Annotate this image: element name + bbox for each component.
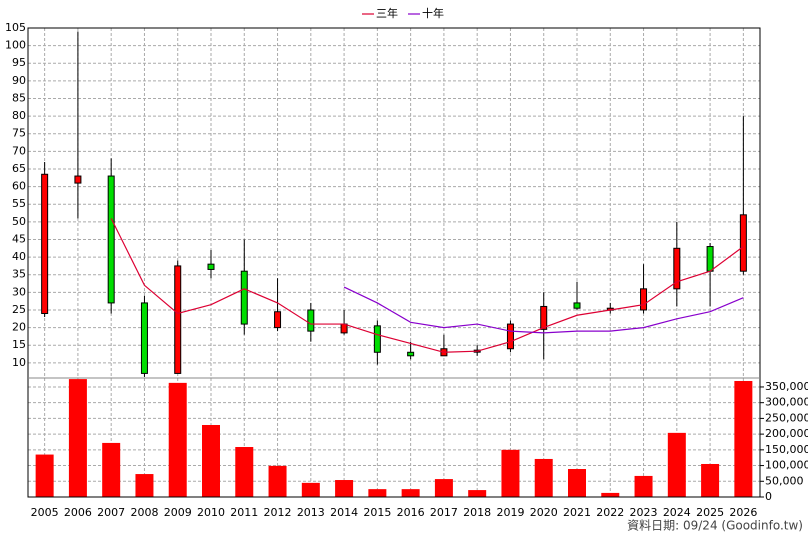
volume-bar [301, 482, 320, 497]
ma-line [343, 286, 744, 334]
y2-tick-label: 200,000 [765, 427, 808, 440]
volume-bar [102, 442, 121, 497]
volume-bar [501, 449, 520, 497]
candle-body [373, 325, 381, 353]
footnote: 資料日期: 09/24 (Goodinfo.tw) [627, 519, 803, 533]
x-tick-label: 2017 [430, 506, 458, 519]
candle-body [340, 323, 348, 334]
volume-bar [135, 474, 154, 497]
volume-bar [235, 447, 254, 497]
x-tick-label: 2009 [164, 506, 192, 519]
volume-bar [335, 480, 354, 497]
y-tick-label: 20 [12, 321, 26, 334]
volume-bar [601, 492, 620, 497]
y-tick-label: 60 [12, 180, 26, 193]
candle-body [540, 305, 548, 330]
y-tick-label: 85 [12, 91, 26, 104]
volume-bar [268, 465, 287, 497]
x-tick-label: 2014 [330, 506, 358, 519]
volume-bar [701, 463, 720, 497]
candle-body [41, 173, 49, 314]
volume-bar [35, 454, 54, 497]
x-tick-label: 2012 [264, 506, 292, 519]
y-tick-label: 10 [12, 356, 26, 369]
x-tick-label: 2025 [696, 506, 724, 519]
volume-bar [667, 432, 686, 497]
y-tick-label: 45 [12, 232, 26, 245]
volume-bar [401, 489, 420, 497]
y-tick-label: 105 [5, 21, 26, 34]
legend-label: 十年 [422, 6, 444, 20]
volume-bar [434, 479, 453, 497]
candle-body [673, 247, 681, 290]
candle-body [140, 302, 148, 374]
volume-bar [368, 489, 387, 497]
volume-bar [734, 380, 753, 497]
volume-bar [634, 475, 653, 497]
y-tick-label: 90 [12, 74, 26, 87]
candle-body [407, 351, 415, 357]
y-tick-label: 65 [12, 162, 26, 175]
y-tick-label: 30 [12, 285, 26, 298]
candle-body [74, 175, 82, 184]
y-tick-label: 50 [12, 215, 26, 228]
y-tick-label: 55 [12, 197, 26, 210]
legend-label: 三年 [376, 6, 398, 20]
x-tick-label: 2021 [563, 506, 591, 519]
x-tick-label: 2005 [31, 506, 59, 519]
candle-body [573, 302, 581, 309]
x-tick-label: 2016 [397, 506, 425, 519]
ma-line [110, 218, 744, 353]
y-tick-label: 40 [12, 250, 26, 263]
y-tick-label: 25 [12, 303, 26, 316]
volume-bar [168, 382, 187, 497]
volume-bar [468, 490, 487, 497]
y2-tick-label: 150,000 [765, 443, 808, 456]
x-tick-label: 2013 [297, 506, 325, 519]
candle-body [240, 270, 248, 325]
x-tick-label: 2020 [530, 506, 558, 519]
y-tick-label: 95 [12, 56, 26, 69]
volume-bar [202, 425, 220, 497]
candle-body [307, 309, 315, 332]
x-tick-label: 2006 [64, 506, 92, 519]
candle-body [739, 214, 747, 272]
x-tick-label: 2015 [363, 506, 391, 519]
candle-body [506, 323, 514, 350]
y2-tick-label: 50,000 [765, 474, 804, 487]
volume-bar [68, 379, 87, 497]
plot-frame [27, 27, 761, 498]
candle-body [640, 288, 648, 311]
candle-body [274, 311, 282, 329]
candle-body [706, 246, 714, 272]
y-tick-label: 80 [12, 109, 26, 122]
y2-tick-label: 350,000 [765, 380, 808, 393]
y-tick-label: 75 [12, 127, 26, 140]
x-tick-label: 2018 [463, 506, 491, 519]
candle-body [107, 175, 115, 304]
x-tick-label: 2011 [230, 506, 258, 519]
y-tick-label: 100 [5, 39, 26, 52]
y2-tick-label: 100,000 [765, 459, 808, 472]
candle-body [174, 265, 182, 374]
x-tick-label: 2022 [596, 506, 624, 519]
x-tick-label: 2023 [630, 506, 658, 519]
candle-body [207, 263, 215, 270]
y-tick-label: 15 [12, 338, 26, 351]
y2-tick-label: 300,000 [765, 396, 808, 409]
volume-bar [568, 469, 586, 497]
x-tick-label: 2019 [496, 506, 524, 519]
x-tick-label: 2007 [97, 506, 125, 519]
y2-tick-label: 250,000 [765, 411, 808, 424]
volume-bar [534, 458, 553, 497]
y2-tick-label: 0 [765, 490, 772, 503]
y-tick-label: 70 [12, 144, 26, 157]
x-tick-label: 2010 [197, 506, 225, 519]
x-tick-label: 2008 [130, 506, 158, 519]
y-tick-label: 35 [12, 268, 26, 281]
x-tick-label: 2026 [729, 506, 757, 519]
x-tick-label: 2024 [663, 506, 691, 519]
